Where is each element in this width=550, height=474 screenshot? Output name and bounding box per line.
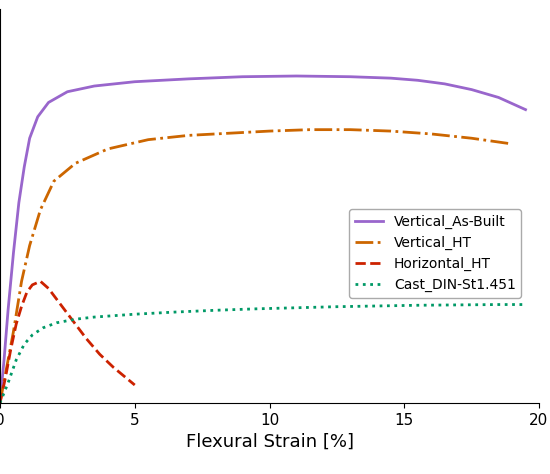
- Cast_DIN-St1.451: [522, 302, 529, 308]
- Vertical_As-Built: [469, 87, 475, 92]
- Vertical_As-Built: [21, 164, 28, 170]
- Vertical_HT: [18, 278, 25, 284]
- Cast_DIN-St1.451: [293, 305, 300, 310]
- Cast_DIN-St1.451: [21, 341, 28, 347]
- Cast_DIN-St1.451: [40, 325, 46, 331]
- Vertical_HT: [469, 136, 475, 141]
- Cast_DIN-St1.451: [13, 357, 19, 363]
- Horizontal_HT: [96, 351, 103, 357]
- Vertical_As-Built: [415, 77, 421, 83]
- Line: Vertical_As-Built: Vertical_As-Built: [0, 76, 526, 403]
- Vertical_HT: [307, 127, 314, 133]
- Cast_DIN-St1.451: [0, 400, 3, 406]
- Vertical_HT: [266, 128, 273, 134]
- Cast_DIN-St1.451: [374, 303, 381, 309]
- Vertical_As-Built: [293, 73, 300, 79]
- Cast_DIN-St1.451: [212, 308, 219, 313]
- Vertical_As-Built: [45, 100, 52, 105]
- Cast_DIN-St1.451: [131, 311, 138, 317]
- Vertical_As-Built: [1, 357, 7, 363]
- Horizontal_HT: [56, 300, 63, 306]
- Vertical_HT: [51, 178, 57, 184]
- Cast_DIN-St1.451: [72, 316, 79, 322]
- Vertical_HT: [347, 127, 354, 133]
- Vertical_HT: [104, 146, 111, 152]
- Cast_DIN-St1.451: [496, 302, 502, 308]
- Vertical_As-Built: [442, 81, 448, 87]
- Legend: Vertical_As-Built, Vertical_HT, Horizontal_HT, Cast_DIN-St1.451: Vertical_As-Built, Vertical_HT, Horizont…: [349, 209, 521, 298]
- Horizontal_HT: [69, 318, 76, 323]
- Horizontal_HT: [37, 278, 44, 284]
- Cast_DIN-St1.451: [29, 332, 36, 338]
- Line: Vertical_HT: Vertical_HT: [0, 130, 512, 403]
- Vertical_As-Built: [10, 250, 16, 255]
- Cast_DIN-St1.451: [5, 380, 12, 386]
- Vertical_As-Built: [64, 89, 70, 95]
- Horizontal_HT: [83, 336, 90, 341]
- Horizontal_HT: [0, 400, 3, 406]
- Horizontal_HT: [110, 365, 117, 370]
- Vertical_HT: [2, 372, 9, 377]
- Line: Horizontal_HT: Horizontal_HT: [0, 281, 135, 403]
- Vertical_HT: [26, 243, 33, 248]
- Vertical_HT: [72, 160, 79, 166]
- Horizontal_HT: [45, 286, 52, 292]
- Vertical_HT: [37, 207, 44, 213]
- Vertical_As-Built: [5, 307, 12, 313]
- Vertical_HT: [10, 328, 16, 334]
- Vertical_HT: [145, 137, 152, 143]
- Vertical_As-Built: [15, 200, 22, 205]
- Horizontal_HT: [13, 321, 19, 327]
- Vertical_HT: [428, 131, 435, 137]
- Vertical_HT: [185, 133, 192, 138]
- Cast_DIN-St1.451: [91, 314, 98, 320]
- Cast_DIN-St1.451: [253, 306, 260, 312]
- Cast_DIN-St1.451: [455, 302, 461, 308]
- Horizontal_HT: [18, 303, 25, 309]
- Vertical_As-Built: [185, 76, 192, 82]
- Vertical_As-Built: [522, 107, 529, 112]
- Vertical_As-Built: [0, 400, 3, 406]
- Vertical_As-Built: [35, 114, 41, 119]
- Vertical_As-Built: [91, 83, 98, 89]
- Vertical_As-Built: [239, 74, 246, 80]
- Vertical_HT: [0, 400, 3, 406]
- X-axis label: Flexural Strain [%]: Flexural Strain [%]: [185, 433, 354, 451]
- Horizontal_HT: [29, 282, 36, 288]
- Horizontal_HT: [24, 289, 30, 295]
- Vertical_HT: [226, 130, 233, 136]
- Line: Cast_DIN-St1.451: Cast_DIN-St1.451: [0, 305, 526, 403]
- Vertical_HT: [387, 128, 394, 134]
- Vertical_As-Built: [496, 95, 502, 100]
- Vertical_As-Built: [387, 75, 394, 81]
- Vertical_As-Built: [26, 136, 33, 141]
- Horizontal_HT: [2, 375, 9, 381]
- Cast_DIN-St1.451: [53, 320, 60, 326]
- Horizontal_HT: [8, 346, 14, 352]
- Cast_DIN-St1.451: [172, 309, 178, 315]
- Vertical_HT: [509, 141, 515, 147]
- Vertical_As-Built: [347, 74, 354, 80]
- Vertical_As-Built: [131, 79, 138, 84]
- Cast_DIN-St1.451: [415, 302, 421, 308]
- Horizontal_HT: [131, 382, 138, 388]
- Cast_DIN-St1.451: [334, 304, 340, 310]
